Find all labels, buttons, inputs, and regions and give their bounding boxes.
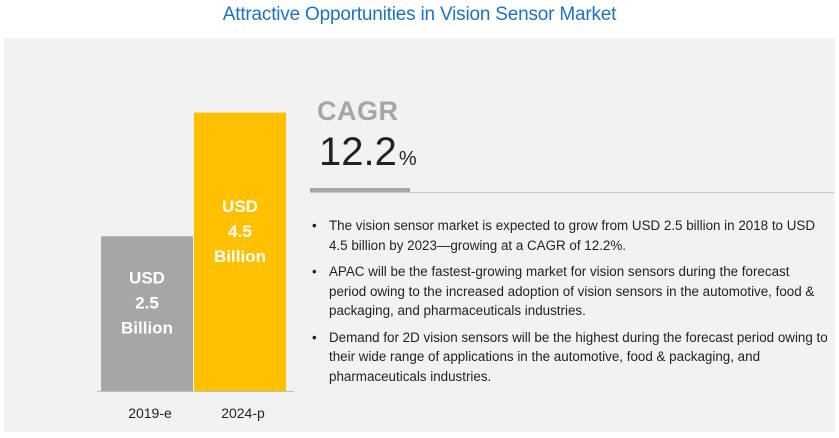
content-panel: USD 2.5 Billion 2019-e USD 4.5 Billion 2024-p C… <box>4 38 835 432</box>
cagr-value: 12.2% <box>319 130 417 175</box>
x-tick-label: 2024-p <box>221 405 265 421</box>
x-tick-label: 2019-e <box>128 405 172 421</box>
bar-chart: USD 2.5 Billion 2019-e USD 4.5 Billion 2024-p <box>97 112 294 421</box>
highlights-list: The vision sensor market is expected to … <box>310 216 830 393</box>
bar-value-label: USD <box>222 197 258 216</box>
cagr-unit: % <box>398 148 417 170</box>
bar-value-label: Billion <box>214 247 266 266</box>
highlight-item: APAC will be the fastest-growing market … <box>310 262 830 321</box>
highlight-item: Demand for 2D vision sensors will be the… <box>310 328 830 387</box>
bar-2024-p <box>194 112 286 391</box>
cagr-accent-bar <box>310 188 410 193</box>
page-title: Attractive Opportunities in Vision Senso… <box>222 4 617 25</box>
bar-value-label: 2.5 <box>135 294 159 313</box>
cagr-divider <box>310 192 834 193</box>
highlight-item: The vision sensor market is expected to … <box>310 216 830 255</box>
bar-value-label: Billion <box>121 319 173 338</box>
bar-value-label: USD <box>129 269 165 288</box>
cagr-label: CAGR <box>317 96 399 126</box>
cagr-number: 12.2 <box>319 130 397 174</box>
bar-2019-e <box>101 236 193 391</box>
bar-value-label: 4.5 <box>228 222 252 241</box>
